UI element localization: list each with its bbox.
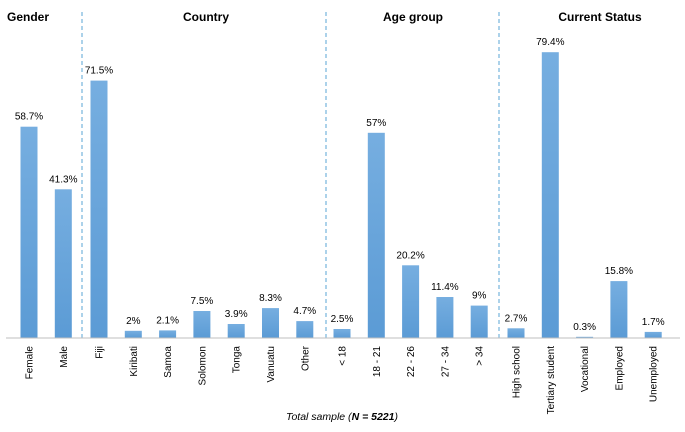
- bar: [333, 329, 351, 338]
- bar: [402, 265, 420, 338]
- data-label: 2.7%: [505, 313, 528, 324]
- data-label: 15.8%: [605, 266, 633, 277]
- bar: [159, 330, 177, 338]
- category-label: Kiribati: [129, 346, 140, 377]
- value-labels: 58.7% 41.3% 71.5% 2% 2.1% 7.5% 3.9% 8.3% 4.7% 2.5…: [15, 37, 665, 333]
- category-label: > 34: [475, 346, 486, 366]
- data-label: 41.3%: [49, 174, 77, 185]
- bar: [54, 189, 72, 338]
- data-label: 1.7%: [642, 317, 665, 328]
- category-label: Tertiary student: [546, 346, 557, 415]
- caption-sample-size: N = 5221: [352, 411, 395, 423]
- bar: [541, 52, 559, 338]
- category-label: < 18: [338, 346, 349, 366]
- data-label: 8.3%: [259, 293, 282, 304]
- group-dividers: [81, 12, 500, 340]
- data-label: 9%: [472, 291, 487, 302]
- bar: [610, 281, 628, 338]
- category-labels: Female Male Fiji Kiribati Samoa Solomon Tonga V…: [25, 345, 660, 414]
- data-label: 71.5%: [85, 66, 113, 77]
- category-label: 18 - 21: [372, 346, 383, 378]
- bar: [576, 336, 594, 338]
- bar: [367, 132, 385, 338]
- data-label: 20.2%: [396, 250, 424, 261]
- bar: [262, 308, 279, 338]
- category-label: Fiji: [95, 346, 106, 359]
- bar: [90, 80, 108, 338]
- category-label: Tonga: [232, 346, 243, 374]
- category-label: Vocational: [580, 346, 591, 392]
- category-label: Unemployed: [649, 346, 660, 402]
- data-label: 79.4%: [536, 37, 564, 48]
- category-label: 27 - 34: [440, 346, 451, 378]
- bar: [296, 321, 314, 338]
- category-label: High school: [512, 346, 523, 398]
- data-label: 2.5%: [331, 314, 354, 325]
- data-label: 2.1%: [156, 315, 179, 326]
- category-label: Vanuatu: [266, 346, 277, 383]
- caption-suffix: ): [392, 411, 398, 423]
- bar: [124, 330, 142, 338]
- category-label: Samoa: [163, 346, 174, 378]
- category-label: Other: [300, 345, 311, 371]
- category-label: Employed: [614, 346, 625, 390]
- group-title: Gender: [7, 10, 49, 24]
- category-label: Female: [25, 346, 36, 380]
- bar: [507, 328, 525, 338]
- data-label: 57%: [366, 118, 386, 129]
- data-label: 7.5%: [191, 296, 214, 307]
- bar: [644, 331, 662, 338]
- category-label: Solomon: [197, 346, 208, 385]
- data-label: 4.7%: [293, 306, 316, 317]
- bar: [436, 297, 454, 338]
- caption-prefix: Total sample (: [286, 411, 353, 423]
- bar: [193, 311, 211, 338]
- data-label: 11.4%: [431, 282, 459, 293]
- bar: [20, 126, 38, 338]
- group-title: Age group: [383, 10, 443, 24]
- chart-caption: Total sample (N = 5221): [286, 411, 398, 423]
- bar: [227, 324, 245, 338]
- group-title: Country: [183, 10, 229, 24]
- data-label: 2%: [126, 316, 141, 327]
- data-label: 0.3%: [573, 322, 596, 333]
- category-label: Male: [59, 346, 70, 368]
- data-label: 58.7%: [15, 112, 43, 123]
- data-label: 3.9%: [225, 309, 248, 320]
- category-label: 22 - 26: [406, 346, 417, 378]
- group-title: Current Status: [558, 10, 642, 24]
- bars: [20, 52, 662, 338]
- group-titles: Gender Country Age group Current Status: [7, 10, 642, 24]
- bar: [470, 305, 488, 338]
